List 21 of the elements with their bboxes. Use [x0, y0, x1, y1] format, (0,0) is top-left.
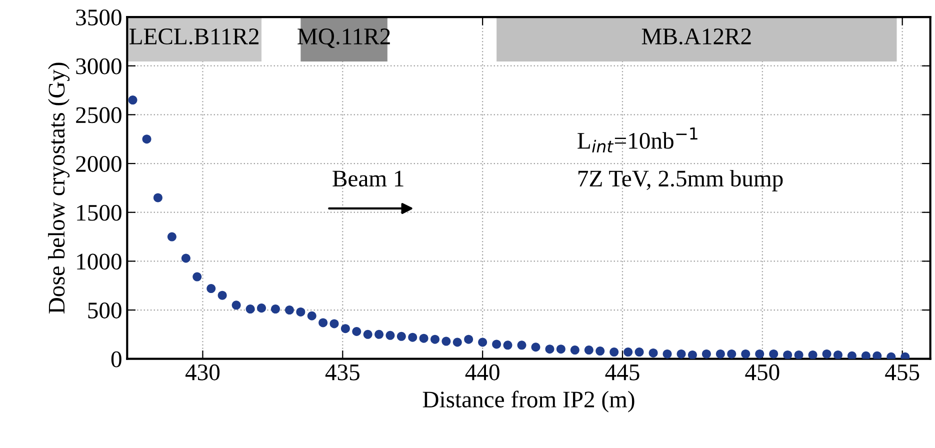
- annotation: Beam 1: [332, 170, 404, 187]
- y-tick-label: 3500: [76, 10, 122, 26]
- x-tick-label: 430: [185, 364, 220, 380]
- band-label: LECL.B11R2: [130, 28, 258, 45]
- y-tick-label: 0: [111, 351, 122, 368]
- y-tick-label: 500: [88, 302, 122, 318]
- x-tick-label: 440: [465, 364, 500, 380]
- x-tick-label: 435: [325, 364, 360, 380]
- annotation: 7Z TeV, 2.5mm bump: [578, 170, 783, 192]
- x-tick-label: 455: [885, 364, 920, 380]
- x-tick-label: 450: [745, 364, 780, 380]
- y-axis-title: Dose below cryostats (Gy): [48, 62, 70, 314]
- band-label: MB.A12R2: [642, 28, 751, 45]
- x-tick-label: 445: [605, 364, 640, 380]
- y-tick-label: 2000: [76, 156, 122, 172]
- x-axis-title: Distance from IP2 (m): [422, 390, 634, 412]
- y-tick-label: 2500: [76, 107, 122, 124]
- y-tick-label: 1500: [77, 204, 122, 221]
- annotation: L$_{int}$=10nb$^{−1}$: [578, 127, 698, 152]
- y-tick-label: 1000: [77, 254, 122, 270]
- y-tick-label: 3000: [76, 58, 122, 74]
